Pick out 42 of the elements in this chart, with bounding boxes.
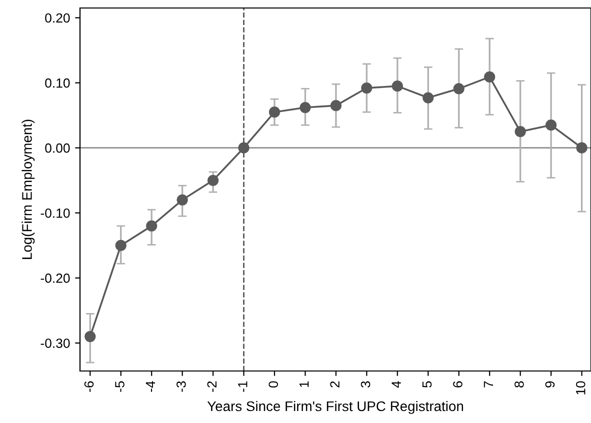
point bbox=[422, 92, 434, 104]
x-tick-label: 9 bbox=[545, 381, 555, 388]
point bbox=[484, 71, 496, 83]
x-tick-label: -4 bbox=[146, 381, 156, 392]
x-tick-label: 2 bbox=[330, 381, 340, 388]
y-tick-label: -0.30 bbox=[40, 338, 70, 348]
point bbox=[514, 126, 526, 138]
y-tick-label: -0.10 bbox=[40, 208, 70, 218]
point bbox=[146, 220, 158, 232]
x-tick-label: -1 bbox=[238, 381, 248, 392]
x-tick-label: -5 bbox=[115, 381, 124, 392]
x-tick-label: -3 bbox=[176, 381, 186, 392]
x-tick-label: 10 bbox=[576, 381, 586, 394]
x-tick-label: 7 bbox=[484, 381, 494, 388]
point bbox=[361, 82, 372, 94]
x-axis-title: Years Since Firm's First UPC Registration bbox=[207, 400, 464, 414]
y-tick-label: -0.20 bbox=[40, 274, 70, 283]
y-tick-label: 0.00 bbox=[45, 143, 70, 153]
y-tick-label: 0.20 bbox=[45, 13, 70, 23]
point bbox=[453, 83, 464, 94]
point bbox=[330, 100, 342, 112]
point bbox=[176, 194, 188, 206]
y-axis-title: Log(Firm Employment) bbox=[22, 120, 35, 259]
point bbox=[238, 142, 250, 154]
x-tick-label: 0 bbox=[268, 381, 278, 388]
point bbox=[392, 80, 403, 92]
x-tick-label: 5 bbox=[422, 381, 432, 388]
x-tick-label: 3 bbox=[360, 381, 370, 388]
point bbox=[268, 106, 280, 118]
x-tick-label: 4 bbox=[392, 381, 401, 388]
point bbox=[207, 174, 219, 186]
point bbox=[84, 330, 96, 342]
x-tick-label: -6 bbox=[84, 381, 94, 392]
point bbox=[576, 142, 588, 154]
point bbox=[300, 102, 311, 114]
point bbox=[546, 120, 557, 131]
y-tick-label: 0.10 bbox=[45, 78, 70, 88]
point bbox=[115, 240, 126, 251]
x-tick-label: 1 bbox=[300, 381, 309, 388]
x-tick-label: 6 bbox=[453, 381, 462, 388]
x-tick-label: -2 bbox=[207, 381, 216, 392]
x-tick-label: 8 bbox=[514, 381, 524, 388]
